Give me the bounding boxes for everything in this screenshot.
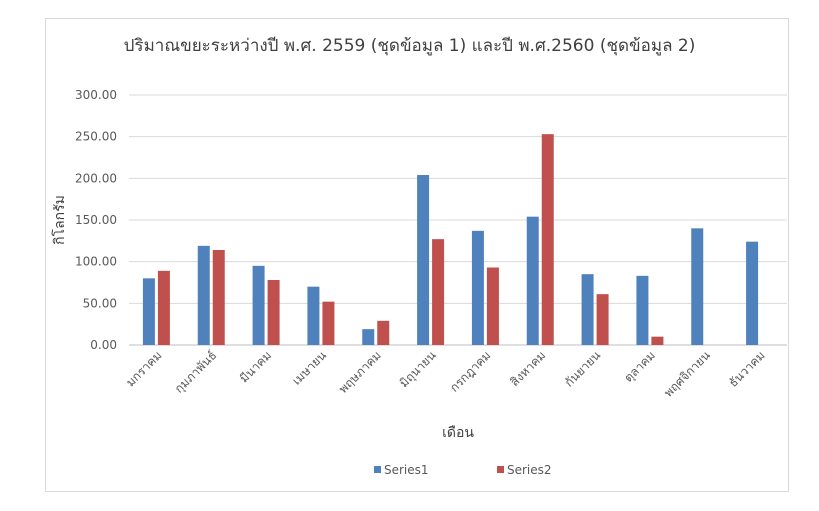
bar-series2 (541, 134, 554, 345)
legend-swatch-series1 (374, 466, 381, 473)
y-tick-label: 50.00 (83, 296, 117, 310)
y-tick-label: 100.00 (75, 255, 117, 269)
bar-series1 (197, 245, 210, 345)
bar-series1 (417, 175, 430, 345)
bar-series1 (746, 241, 759, 345)
x-tick-label: ตุลาคม (621, 348, 658, 385)
bar-series2 (486, 267, 499, 345)
x-tick-label: พฤษภาคม (336, 348, 384, 396)
bar-series1 (362, 329, 375, 345)
chart-area (45, 18, 789, 492)
chart-title: ปริมาณขยะระหว่างปี พ.ศ. 2559 (ชุดข้อมูล … (123, 36, 696, 56)
bar-series2 (212, 250, 225, 345)
legend-label-series2: Series2 (507, 463, 552, 477)
x-tick-label: กุมภาพันธ์ (172, 348, 220, 396)
y-tick-label: 250.00 (75, 130, 117, 144)
x-tick-label: มิถุนายน (397, 348, 440, 391)
bar-series2 (157, 270, 170, 345)
y-axis-title: กิโลกรัม (51, 195, 68, 245)
bar-series1 (526, 216, 539, 345)
y-tick-label: 300.00 (75, 88, 117, 102)
bar-series2 (377, 320, 390, 345)
x-tick-label: สิงหาคม (508, 348, 549, 389)
bar-series2 (596, 294, 609, 345)
bar-series1 (636, 275, 649, 345)
bar-series1 (307, 286, 320, 345)
y-tick-label: 0.00 (90, 338, 117, 352)
bar-series2 (651, 336, 664, 345)
bar-series1 (252, 265, 265, 345)
legend-swatch-series2 (497, 466, 504, 473)
bar-series1 (691, 228, 704, 345)
bar-series1 (471, 230, 484, 345)
bar-series2 (432, 239, 445, 345)
bar-series2 (267, 280, 280, 345)
x-tick-label: กันยายน (562, 348, 603, 389)
y-tick-label: 150.00 (75, 213, 117, 227)
bar-series2 (322, 301, 335, 345)
x-tick-label: มกราคม (123, 348, 164, 389)
x-tick-label: พฤศจิกายน (661, 348, 713, 400)
x-tick-label: มีนาคม (237, 348, 274, 385)
x-tick-label: กรกฎาคม (447, 348, 493, 394)
bar-series1 (142, 278, 155, 345)
bar-series1 (581, 274, 594, 345)
legend-label-series1: Series1 (384, 463, 429, 477)
y-tick-label: 200.00 (75, 171, 117, 185)
x-tick-label: เมษายน (290, 348, 330, 388)
x-axis-title: เดือน (442, 425, 474, 441)
x-tick-label: ธันวาคม (726, 348, 768, 390)
